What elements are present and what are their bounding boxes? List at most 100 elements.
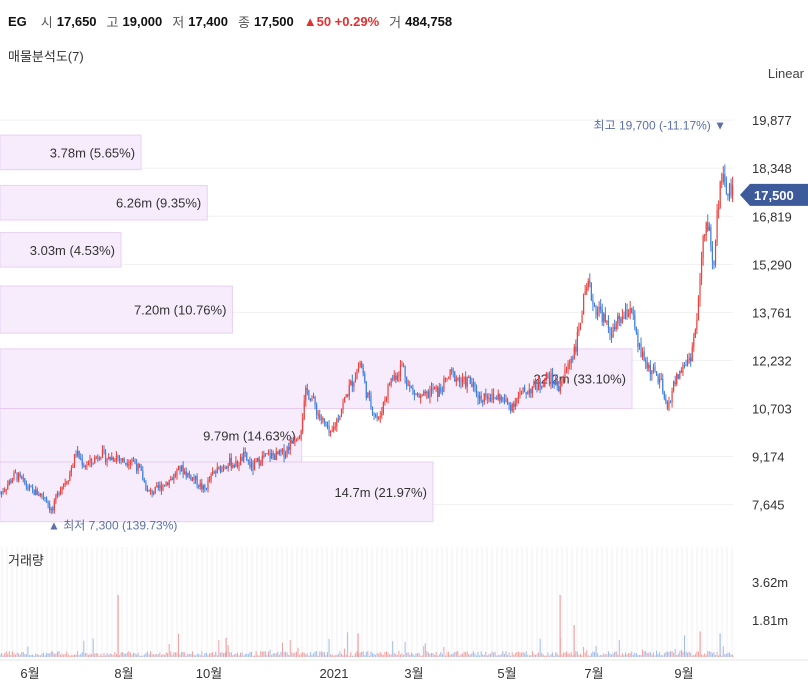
volume-bar (699, 631, 701, 657)
candle-body (708, 226, 710, 231)
candle-body (700, 257, 703, 279)
candle-body (713, 260, 715, 265)
volume-bar (545, 655, 547, 657)
candle-body (491, 394, 493, 401)
candle-body (328, 425, 330, 434)
volume-bar (302, 652, 304, 657)
candle-body (177, 465, 180, 471)
volume-bar (432, 653, 434, 657)
candle-body (492, 394, 495, 398)
candle-body (711, 246, 714, 261)
volume-bar (322, 652, 324, 657)
volume-pane-title: 거래량 (8, 553, 44, 568)
candle-body (704, 234, 706, 237)
volume-bar (628, 652, 630, 657)
candle-body (98, 458, 100, 460)
candle-body (410, 386, 412, 388)
candle-body (500, 397, 502, 401)
candle-body (342, 402, 344, 410)
candle-body (36, 489, 38, 496)
candle-body (697, 298, 700, 320)
volume-bar (486, 655, 488, 657)
candle-body (167, 482, 169, 486)
candle-body (412, 387, 414, 390)
candle-body (603, 313, 605, 323)
volume-bar (507, 655, 509, 657)
candle-body (682, 365, 684, 373)
volume-bar (511, 652, 513, 657)
candle-body (18, 473, 20, 481)
volume-bar (555, 652, 557, 657)
volume-bar (607, 651, 609, 657)
candle-body (401, 365, 403, 367)
candle-body (615, 323, 617, 330)
candle-body (278, 450, 280, 455)
volume-bar (701, 654, 703, 657)
volume-bar (525, 651, 527, 657)
candle-body (674, 381, 676, 384)
candle-body (8, 480, 10, 485)
volume-bar (640, 654, 642, 657)
volume-bar (292, 653, 294, 657)
candle-body (252, 462, 254, 471)
candle-body (260, 463, 262, 466)
volume-bar (84, 653, 86, 657)
low-marker: ▲ 최저 7,300 (139.73%) (48, 518, 177, 532)
candle-body (0, 491, 3, 494)
candle-body (151, 490, 153, 495)
volume-bar (403, 655, 405, 657)
volume-bar (541, 652, 543, 657)
scale-mode-label[interactable]: Linear (767, 66, 804, 81)
volume-bar (72, 655, 74, 657)
candle-body (365, 381, 367, 398)
volume-bar (732, 654, 734, 657)
volume-bar (491, 651, 493, 657)
volume-bar (704, 653, 706, 657)
volume-bar (719, 633, 721, 657)
volume-bar (123, 653, 125, 657)
candle-body (524, 387, 526, 393)
volume-bar (547, 652, 549, 657)
candle-body (544, 380, 546, 387)
volume-bar (618, 640, 620, 657)
volume-bar (78, 655, 80, 657)
volume-bar (550, 654, 552, 657)
volume-bar (205, 652, 207, 657)
candle-body (662, 378, 664, 392)
candle-body (246, 452, 248, 460)
volume-bar (111, 654, 113, 657)
volume-bar (674, 648, 676, 657)
volume-bar (317, 655, 319, 657)
candle-body (334, 426, 336, 428)
volume-bar (474, 653, 476, 657)
volume-bar (347, 632, 349, 657)
candle-body (514, 402, 516, 407)
volume-bar (454, 651, 456, 657)
candle-body (638, 343, 641, 347)
volume-bar (92, 638, 94, 657)
volume-bar (210, 653, 212, 657)
candle-body (190, 474, 192, 481)
candle-body (471, 383, 473, 387)
volume-bar (297, 647, 299, 657)
volume-bar (435, 651, 437, 657)
volume-bar (722, 646, 724, 657)
volume-bar (22, 652, 24, 657)
volume-bar (126, 652, 128, 657)
candle-body (297, 438, 299, 440)
volume-bar (58, 651, 60, 657)
volume-bar (74, 654, 76, 657)
volume-bar (575, 651, 577, 657)
candle-body (320, 417, 322, 420)
candle-body (199, 483, 201, 487)
volume-bar (235, 653, 237, 657)
candle-body (30, 486, 32, 488)
candle-body (92, 462, 94, 464)
volume-profile-label: 3.78m (5.65%) (50, 145, 135, 160)
volume-bar (198, 653, 200, 657)
candle-body (542, 386, 544, 388)
candle-body (550, 373, 552, 385)
candle-body (628, 313, 630, 317)
volume-profile-bars: 3.78m (5.65%) 6.26m (9.35%) 3.03m (4.53%) 7… (0, 134, 633, 523)
